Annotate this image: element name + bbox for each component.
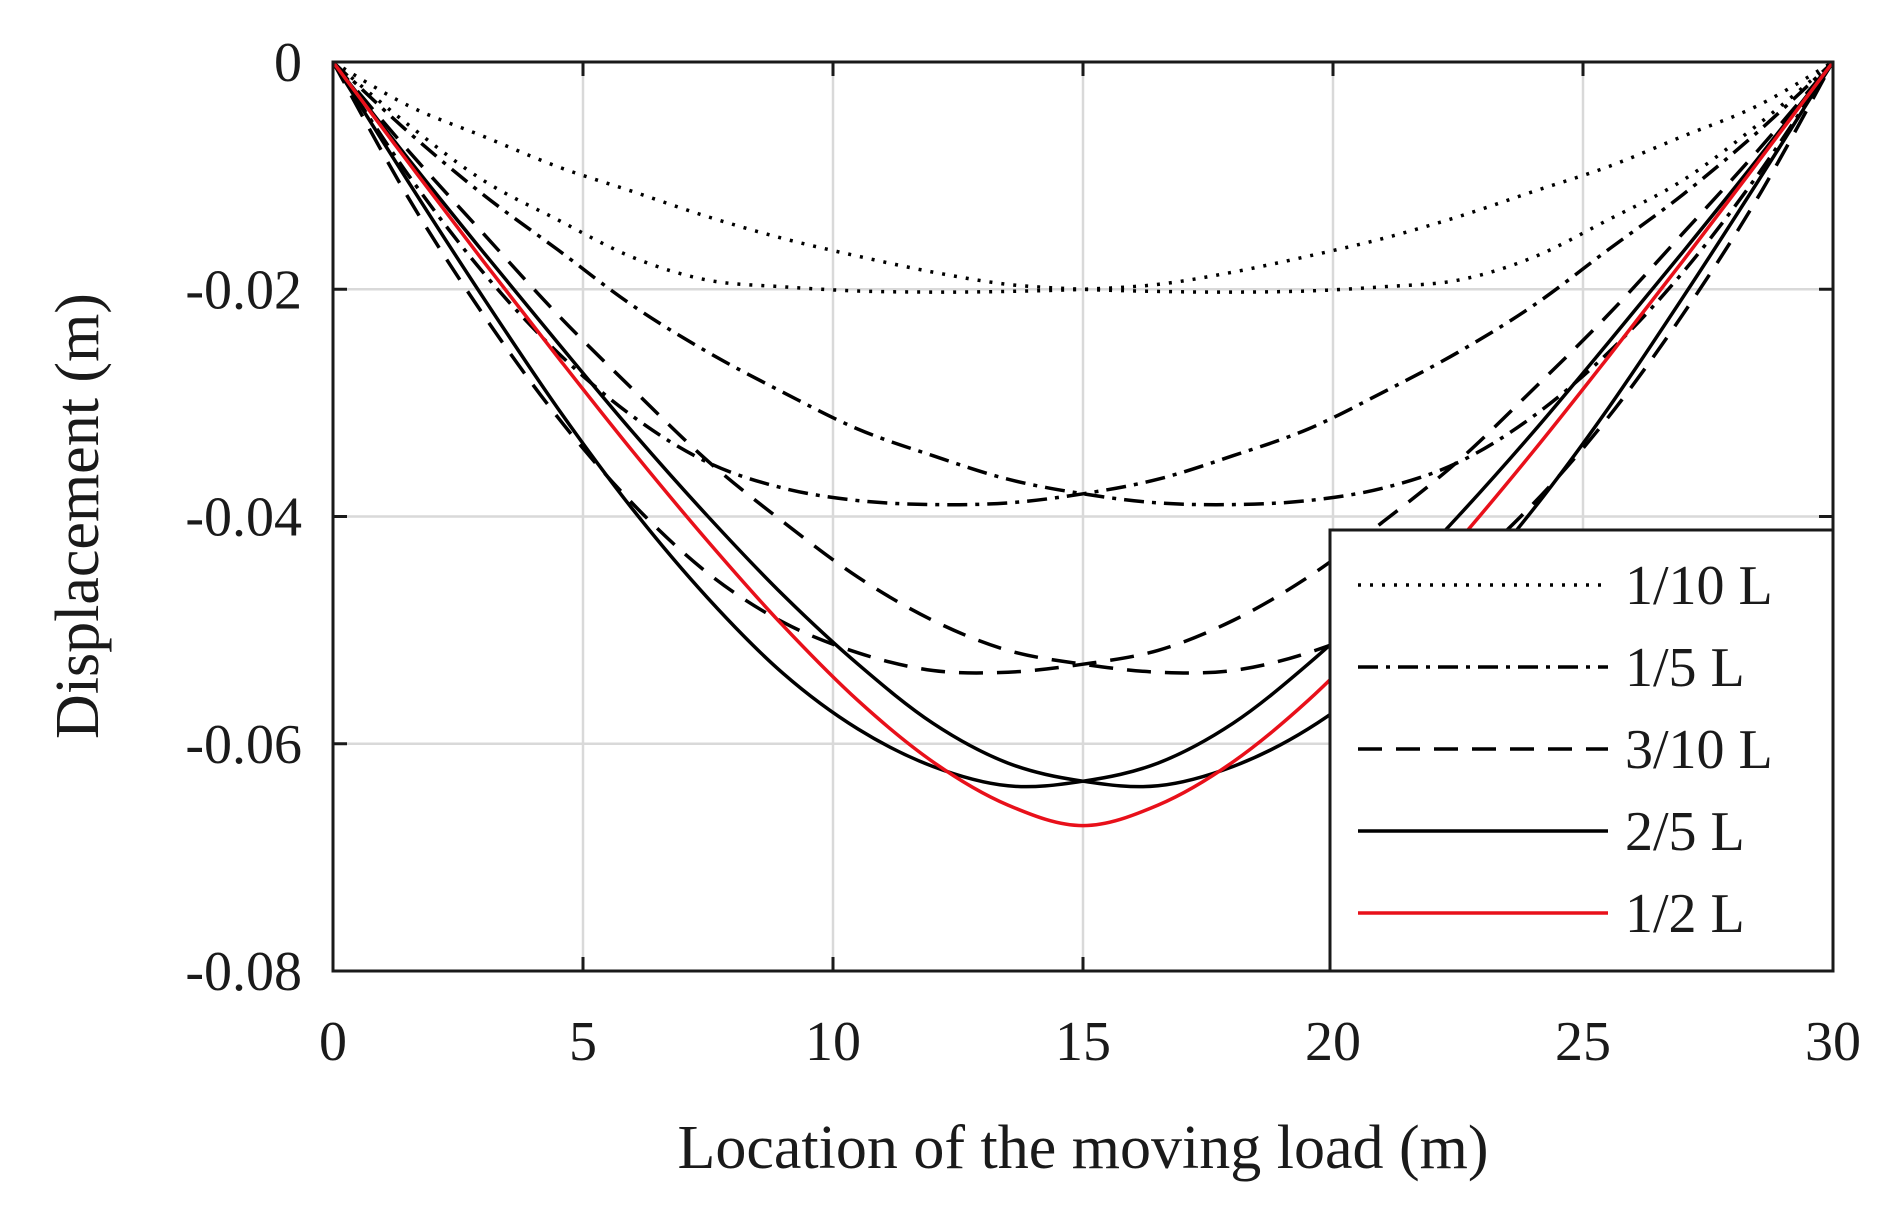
legend-label: 1/2 L: [1625, 883, 1745, 945]
x-tick-label: 20: [1305, 1011, 1361, 1073]
series-line-1-2-l-1: [333, 62, 1833, 828]
y-tick-label: -0.02: [185, 259, 302, 321]
series-line-2-5-l-2: [333, 62, 1833, 789]
legend-label: 3/10 L: [1625, 719, 1773, 781]
x-tick-label: 5: [569, 1011, 597, 1073]
series-line-3-10-l-1: [333, 62, 1833, 675]
x-tick-label: 10: [805, 1011, 861, 1073]
axis-ticks: 0 5 10 15 20 25 30 0 -0.02 -0.04 -0.06 -0.08: [185, 32, 1861, 1073]
series-line-1-5-l-1: [333, 62, 1833, 507]
series-layer: [333, 62, 1833, 828]
x-axis-title: Location of the moving load (m): [678, 1114, 1489, 1182]
series-line-1-5-l-2: [333, 62, 1833, 507]
legend-label: 1/5 L: [1625, 637, 1745, 699]
y-tick-label: 0: [274, 32, 302, 94]
y-axis-title: Displacement (m): [44, 293, 112, 739]
x-tick-label: 30: [1805, 1011, 1861, 1073]
y-tick-label: -0.08: [185, 941, 302, 1003]
legend: 1/10 L 1/5 L 3/10 L 2/5 L 1/2 L: [1328, 528, 1835, 973]
series-line-3-10-l-2: [333, 62, 1833, 675]
grid-lines: [333, 62, 1833, 971]
x-tick-label: 25: [1555, 1011, 1611, 1073]
y-tick-label: -0.06: [185, 714, 302, 776]
legend-label: 1/10 L: [1625, 555, 1773, 617]
x-tick-label: 0: [319, 1011, 347, 1073]
y-tick-label: -0.04: [185, 487, 302, 549]
x-tick-label: 15: [1055, 1011, 1111, 1073]
series-line-1-10-l-1: [333, 62, 1833, 294]
legend-label: 2/5 L: [1625, 801, 1745, 863]
